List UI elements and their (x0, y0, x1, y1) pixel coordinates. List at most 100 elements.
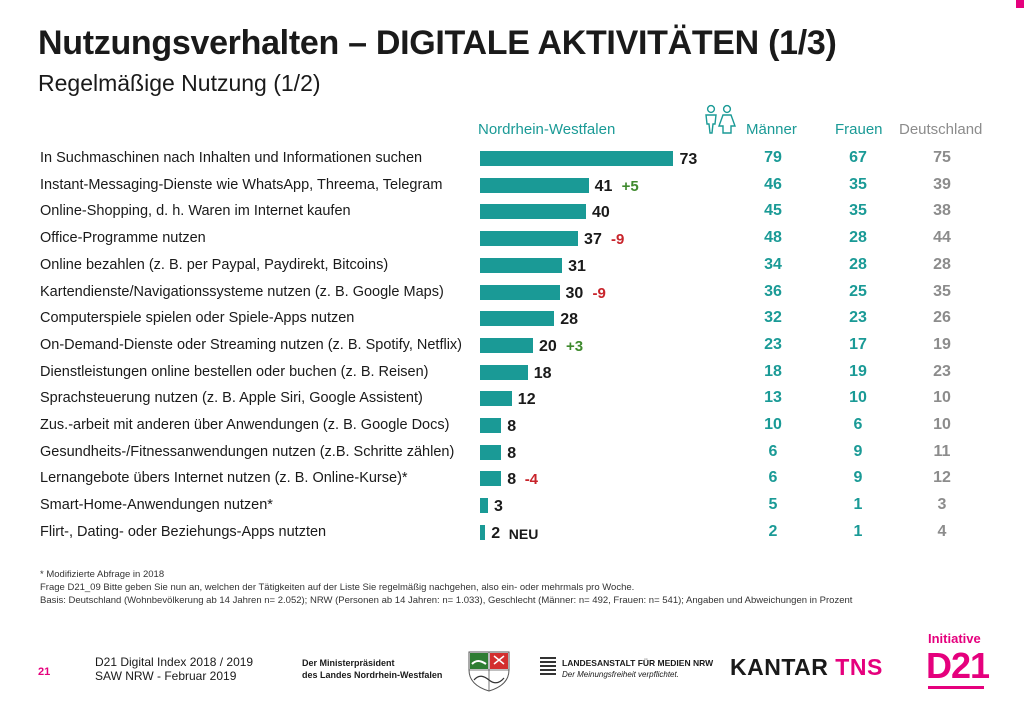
bar-value-label: 30 (565, 284, 584, 302)
source-line-2: SAW NRW - Februar 2019 (95, 669, 237, 683)
category-label: Gesundheits-/Fitnessanwendungen nutzen (… (40, 443, 455, 460)
value-frauen: 9 (853, 442, 863, 460)
column-header-frauen: Frauen (835, 121, 883, 138)
bar-value-label: 40 (592, 204, 610, 222)
bar (480, 284, 560, 300)
bar-value-label: 2 (491, 524, 501, 542)
bar-value-label: 41 (594, 177, 613, 195)
value-deutschland: 26 (933, 309, 951, 327)
ministerpraesident-line-2: des Landes Nordrhein-Westfalen (302, 670, 443, 680)
bar-value-label: 73 (679, 151, 698, 168)
bar-value-label: 28 (560, 311, 578, 329)
value-deutschland: 23 (933, 362, 951, 380)
category-label: On-Demand-Dienste oder Streaming nutzen … (40, 336, 463, 353)
category-label: Flirt-, Dating- oder Beziehungs-Apps nut… (40, 523, 327, 540)
bar (480, 231, 579, 247)
category-label: Lernangebote übers Internet nutzen (z. B… (40, 470, 408, 487)
value-maenner: 34 (764, 255, 782, 273)
value-deutschland: 3 (937, 496, 947, 514)
bar-value-label: 8 (507, 471, 517, 489)
value-deutschland: 10 (933, 416, 951, 433)
kantar-tns-logo: KANTAR TNS (730, 654, 883, 681)
value-frauen: 6 (853, 416, 863, 433)
change-label: -4 (524, 471, 539, 489)
value-deutschland: 28 (933, 255, 951, 273)
landesanstalt-line-2: Der Meinungsfreiheit verpflichtet. (562, 670, 679, 679)
bar (480, 391, 512, 407)
page-title: Nutzungsverhalten – DIGITALE AKTIVITÄTEN… (38, 24, 837, 62)
page-subtitle: Regelmäßige Nutzung (1/2) (38, 70, 321, 96)
category-label: Computerspiele spielen oder Spiele-Apps … (40, 310, 355, 327)
column-header-maenner: Männer (746, 121, 797, 138)
value-maenner: 36 (764, 282, 782, 300)
value-maenner: 23 (764, 335, 782, 353)
bar (480, 498, 488, 514)
category-label: Instant-Messaging-Dienste wie WhatsApp, … (40, 176, 443, 193)
category-label: Dienstleistungen online bestellen oder b… (40, 363, 429, 380)
footnote-basis: Basis: Deutschland (Wohnbevölkerung ab 1… (40, 595, 853, 606)
value-deutschland: 39 (933, 175, 951, 193)
source-line-1: D21 Digital Index 2018 / 2019 (95, 655, 254, 669)
tns-text: TNS (835, 654, 883, 680)
bar (480, 204, 586, 220)
landesanstalt-line-1: LANDESANSTALT FÜR MEDIEN NRW (562, 658, 714, 668)
value-frauen: 28 (849, 255, 867, 273)
landesanstalt-logo-text: LANDESANSTALT FÜR MEDIEN NRW Der Meinung… (562, 657, 713, 681)
change-label: +3 (566, 337, 584, 355)
bar (480, 311, 555, 327)
value-deutschland: 35 (933, 282, 951, 300)
footnote-modified: * Modifizierte Abfrage in 2018 (40, 569, 165, 580)
value-maenner: 6 (768, 469, 778, 487)
value-deutschland: 75 (933, 149, 951, 166)
value-maenner: 13 (764, 389, 782, 407)
bar-value-label: 8 (507, 444, 517, 462)
category-label: Kartendienste/Navigationssysteme nutzen … (40, 283, 444, 300)
bar (480, 418, 502, 433)
value-frauen: 28 (849, 229, 867, 247)
bar-value-label: 20 (539, 337, 557, 355)
value-maenner: 46 (764, 175, 782, 193)
change-label: NEU (508, 525, 539, 542)
value-maenner: 18 (764, 362, 782, 380)
bar-value-label: 12 (517, 391, 536, 409)
bar (480, 151, 674, 166)
bar-value-label: 3 (493, 498, 503, 516)
value-frauen: 25 (849, 282, 867, 300)
value-maenner: 45 (764, 202, 782, 220)
bar (480, 337, 533, 353)
category-label: Online bezahlen (z. B. per Paypal, Paydi… (40, 256, 389, 273)
bar (480, 257, 563, 273)
bar-value-label: 8 (507, 418, 517, 435)
value-deutschland: 11 (933, 442, 951, 460)
bar-value-label: 31 (568, 257, 586, 275)
bar (480, 177, 589, 193)
column-header-deutschland: Deutschland (899, 121, 983, 138)
value-maenner: 79 (764, 149, 782, 166)
value-frauen: 19 (849, 362, 867, 380)
value-maenner: 48 (764, 229, 782, 247)
page-number: 21 (38, 666, 51, 678)
bar-value-label: 37 (584, 231, 602, 249)
category-label: Smart-Home-Anwendungen nutzen* (40, 497, 273, 514)
category-label: Sprachsteuerung nutzen (z. B. Apple Siri… (40, 390, 423, 407)
category-label: Zus.-arbeit mit anderen über Anwendungen… (40, 417, 450, 433)
footnote-question: Frage D21_09 Bitte geben Sie nun an, wel… (40, 582, 635, 593)
value-frauen: 10 (849, 389, 867, 407)
change-label: -9 (611, 231, 625, 249)
initiative-text: Initiative (928, 631, 981, 646)
value-frauen: 67 (849, 149, 867, 166)
value-deutschland: 4 (937, 522, 947, 540)
change-label: -9 (592, 284, 606, 302)
category-label: Online-Shopping, d. h. Waren im Internet… (40, 203, 351, 220)
value-maenner: 6 (768, 442, 778, 460)
value-deutschland: 19 (933, 335, 951, 353)
bar (480, 444, 502, 460)
value-deutschland: 38 (933, 202, 951, 220)
bar (480, 471, 502, 487)
value-deutschland: 10 (933, 389, 951, 407)
bar (480, 524, 486, 540)
landesanstalt-logo-icon (540, 657, 556, 675)
value-frauen: 35 (849, 175, 867, 193)
value-maenner: 5 (768, 496, 778, 514)
value-frauen: 35 (849, 202, 867, 220)
